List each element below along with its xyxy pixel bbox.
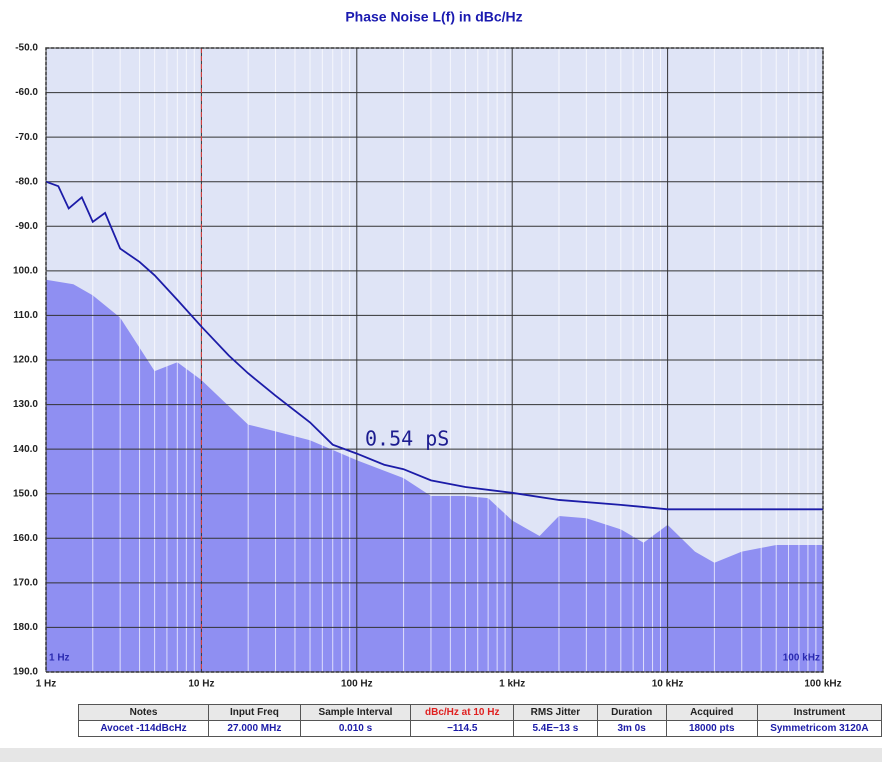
y-tick-label: -50.0 — [15, 43, 38, 54]
table-cell: −114.5 — [410, 720, 515, 737]
table-header-cell: Notes — [78, 704, 209, 721]
y-tick-label: 140.0 — [13, 444, 38, 455]
y-tick-label: 150.0 — [13, 488, 38, 499]
status-bar — [0, 748, 882, 762]
table-row: Avocet -114dBcHz 27.000 MHz 0.010 s −114.5 5… — [78, 720, 882, 737]
y-tick-label: 190.0 — [13, 667, 38, 678]
corner-label: 100 kHz — [783, 653, 820, 664]
x-tick-label: 1 kHz — [499, 679, 525, 690]
y-tick-label: 100.0 — [13, 265, 38, 276]
table-header-cell: RMS Jitter — [513, 704, 598, 721]
x-tick-label: 100 kHz — [804, 679, 841, 690]
table-cell: 18000 pts — [665, 720, 758, 737]
y-tick-label: 120.0 — [13, 355, 38, 366]
table-header-cell: Instrument — [756, 704, 882, 721]
phase-noise-line — [45, 180, 823, 511]
chart: Phase Noise L(f) in dBc/Hz -50.0 -60.0 -70… — [13, 9, 842, 690]
y-tick-label: 130.0 — [13, 399, 38, 410]
table-header-cell: dBc/Hz at 10 Hz — [410, 704, 515, 721]
table-header: Notes Input Freq Sample Interval dBc/Hz at … — [78, 704, 882, 721]
table-header-cell: Acquired — [665, 704, 758, 721]
x-tick-label: 100 Hz — [341, 679, 373, 690]
plot-border — [45, 47, 824, 673]
table-cell: Avocet -114dBcHz — [78, 720, 209, 737]
y-tick-label: -80.0 — [15, 176, 38, 187]
y-tick-label: 110.0 — [14, 310, 39, 321]
summary-table: Notes Input Freq Sample Interval dBc/Hz at … — [78, 704, 882, 737]
y-tick-label: 170.0 — [13, 577, 38, 588]
table-header-cell: Sample Interval — [299, 704, 412, 721]
y-tick-label: -70.0 — [15, 132, 38, 143]
table-header-cell: Duration — [596, 704, 667, 721]
table-header-cell: Input Freq — [207, 704, 301, 721]
y-tick-label: -90.0 — [15, 221, 38, 232]
table-cell: 5.4E−13 s — [513, 720, 598, 737]
x-tick-label: 1 Hz — [36, 679, 57, 690]
annotation: 0.54 pS — [365, 427, 449, 451]
y-tick-label: -60.0 — [15, 87, 38, 98]
chart-title: Phase Noise L(f) in dBc/Hz — [345, 9, 522, 25]
table-cell: 27.000 MHz — [207, 720, 301, 737]
corner-label: 1 Hz — [49, 653, 70, 664]
x-tick-label: 10 kHz — [652, 679, 684, 690]
x-tick-label: 10 Hz — [188, 679, 214, 690]
noise-floor-area — [46, 279, 823, 672]
table-cell: 0.010 s — [299, 720, 412, 737]
table-cell: Symmetricom 3120A — [756, 720, 882, 737]
table-cell: 3m 0s — [596, 720, 667, 737]
y-tick-label: 160.0 — [13, 533, 38, 544]
y-tick-label: 180.0 — [13, 622, 38, 633]
